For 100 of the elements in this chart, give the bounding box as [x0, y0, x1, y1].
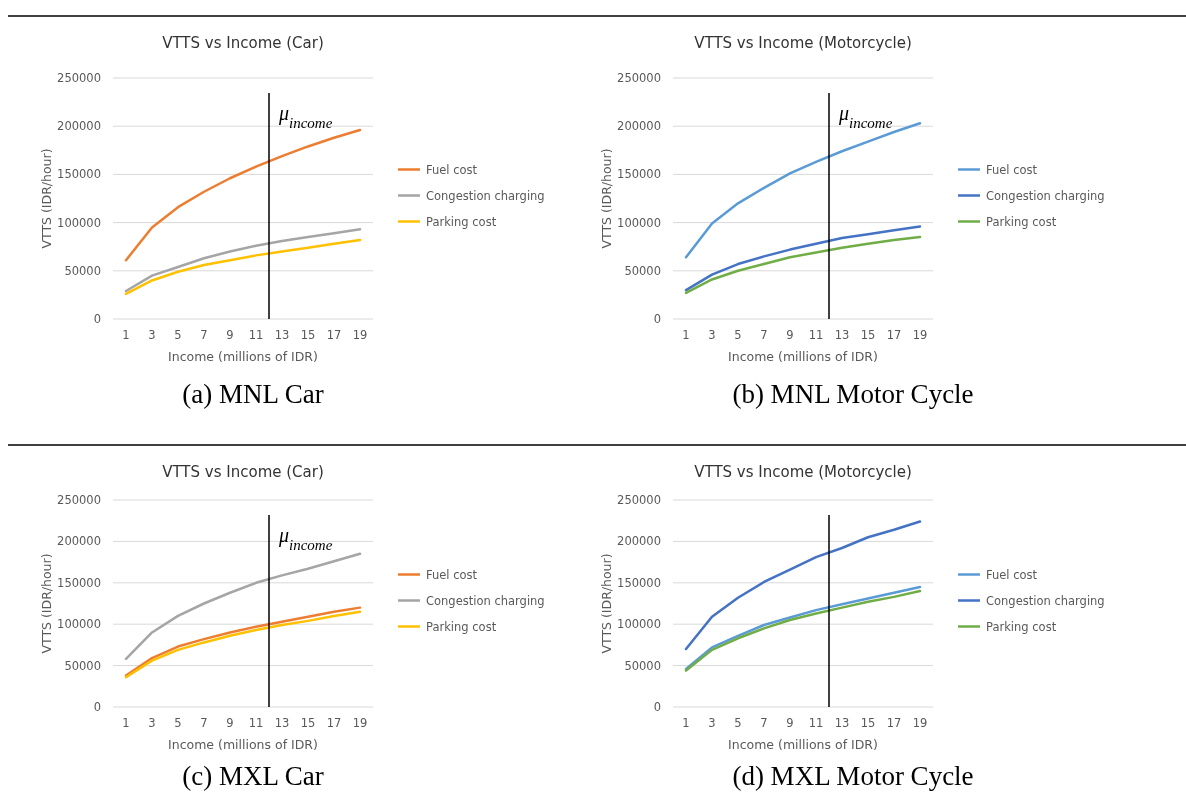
x-tick-label: 15 — [860, 716, 876, 730]
y-tick-label: 100000 — [57, 215, 101, 230]
y-axis-title: VTTS (IDR/hour) — [39, 148, 54, 249]
x-tick-label: 1 — [682, 716, 690, 730]
line-series — [124, 552, 362, 661]
y-tick-label: 200000 — [617, 119, 661, 134]
y-tick-label: 150000 — [617, 575, 661, 590]
x-tick-label: 11 — [248, 716, 264, 730]
x-tick-label: 1 — [122, 716, 130, 730]
chart-title: VTTS vs Income (Car) — [162, 463, 324, 481]
y-tick-label: 0 — [653, 312, 661, 326]
x-tick-label: 9 — [786, 716, 794, 730]
y-tick-label: 250000 — [57, 71, 101, 85]
x-tick-label: 3 — [708, 716, 716, 730]
line-series — [684, 225, 922, 292]
line-series — [684, 235, 922, 295]
x-tick-label: 15 — [300, 328, 316, 342]
x-tick-label: 15 — [300, 716, 316, 730]
y-tick-label: 50000 — [64, 658, 101, 673]
y-tick-label: 250000 — [617, 493, 661, 507]
y-tick-label: 50000 — [624, 263, 661, 278]
text: (d) MXL Motor Cycle — [732, 761, 974, 791]
y-tick-label: 200000 — [617, 534, 661, 549]
x-tick-label: 7 — [200, 328, 208, 342]
x-tick-label: 11 — [808, 328, 824, 342]
x-tick-label: 3 — [708, 328, 716, 342]
line-series — [124, 228, 362, 293]
x-tick-label: 17 — [326, 716, 342, 730]
y-tick-label: 250000 — [57, 493, 101, 507]
y-tick-label: 100000 — [617, 215, 661, 230]
x-tick-label: 19 — [352, 716, 368, 730]
legend-label: Congestion charging — [986, 188, 1105, 203]
legend-label: Fuel cost — [986, 567, 1038, 582]
y-axis-title: VTTS (IDR/hour) — [39, 553, 54, 654]
x-tick-label: 19 — [912, 328, 928, 342]
x-tick-label: 5 — [174, 716, 182, 730]
x-tick-label: 5 — [734, 716, 742, 730]
legend-label: Congestion charging — [986, 593, 1105, 608]
y-axis-title: VTTS (IDR/hour) — [599, 553, 614, 654]
y-tick-label: 250000 — [617, 71, 661, 85]
x-tick-label: 13 — [834, 328, 850, 342]
legend-label: Fuel cost — [426, 162, 478, 177]
x-tick-label: 1 — [122, 328, 130, 342]
x-tick-label: 5 — [174, 328, 182, 342]
y-tick-label: 100000 — [617, 617, 661, 632]
text: (b) MNL Motor Cycle — [732, 379, 974, 409]
y-tick-label: 50000 — [624, 658, 661, 673]
x-tick-label: 9 — [226, 716, 234, 730]
y-tick-label: 150000 — [617, 167, 661, 182]
x-tick-label: 13 — [274, 716, 290, 730]
x-axis-title: Income (millions of IDR) — [728, 349, 878, 364]
x-tick-label: 7 — [760, 328, 768, 342]
legend-label: Fuel cost — [986, 162, 1038, 177]
y-tick-label: 200000 — [57, 119, 101, 134]
legend-label: Congestion charging — [426, 188, 545, 203]
x-tick-label: 17 — [886, 716, 902, 730]
y-tick-label: 200000 — [57, 534, 101, 549]
ref-line-label: μ$_{income}$ — [838, 102, 893, 131]
x-tick-label: 9 — [226, 328, 234, 342]
y-tick-label: 50000 — [64, 263, 101, 278]
x-tick-label: 3 — [148, 328, 156, 342]
line-series — [124, 238, 362, 296]
x-tick-label: 7 — [200, 716, 208, 730]
x-axis-title: Income (millions of IDR) — [168, 349, 318, 364]
line-series — [124, 128, 362, 262]
chart-title: VTTS vs Income (Car) — [162, 34, 324, 52]
text: (c) MXL Car — [182, 761, 324, 791]
x-axis-title: Income (millions of IDR) — [728, 737, 878, 752]
x-tick-label: 19 — [912, 716, 928, 730]
y-tick-label: 0 — [653, 700, 661, 714]
x-tick-label: 17 — [886, 328, 902, 342]
legend-label: Congestion charging — [426, 593, 545, 608]
y-tick-label: 150000 — [57, 167, 101, 182]
x-tick-label: 19 — [352, 328, 368, 342]
y-tick-label: 0 — [93, 312, 101, 326]
text: (a) MNL Car — [182, 379, 324, 409]
x-tick-label: 9 — [786, 328, 794, 342]
x-tick-label: 17 — [326, 328, 342, 342]
legend-label: Parking cost — [426, 214, 497, 229]
x-axis-title: Income (millions of IDR) — [168, 737, 318, 752]
y-tick-label: 100000 — [57, 617, 101, 632]
x-tick-label: 13 — [834, 716, 850, 730]
x-tick-label: 1 — [682, 328, 690, 342]
x-tick-label: 15 — [860, 328, 876, 342]
x-tick-label: 11 — [248, 328, 264, 342]
legend-label: Fuel cost — [426, 567, 478, 582]
ref-line-label: μ$_{income}$ — [278, 102, 333, 131]
legend-label: Parking cost — [986, 619, 1057, 634]
chart-title: VTTS vs Income (Motorcycle) — [694, 34, 912, 52]
chart-title: VTTS vs Income (Motorcycle) — [694, 463, 912, 481]
x-tick-label: 3 — [148, 716, 156, 730]
y-tick-label: 0 — [93, 700, 101, 714]
x-tick-label: 11 — [808, 716, 824, 730]
y-tick-label: 150000 — [57, 575, 101, 590]
legend-label: Parking cost — [986, 214, 1057, 229]
x-tick-label: 13 — [274, 328, 290, 342]
x-tick-label: 5 — [734, 328, 742, 342]
ref-line-label: μ$_{income}$ — [278, 524, 333, 553]
line-series — [684, 520, 922, 651]
y-axis-title: VTTS (IDR/hour) — [599, 148, 614, 249]
